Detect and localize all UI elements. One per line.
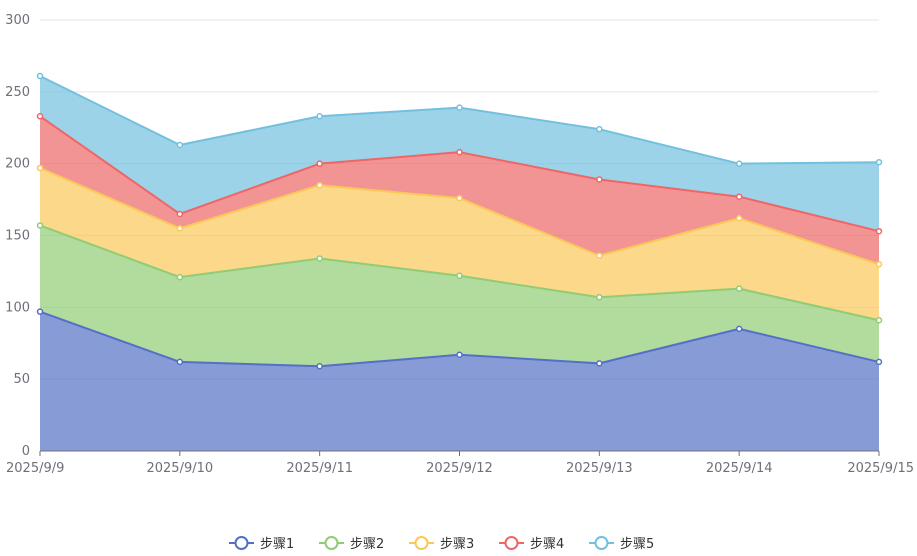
data-point-series-4[interactable] <box>875 227 883 235</box>
y-tick-label: 100 <box>5 300 30 315</box>
data-points <box>36 72 883 370</box>
data-point-series-2[interactable] <box>176 273 184 281</box>
legend-item-5[interactable]: 步骤5 <box>589 536 654 552</box>
data-point-series-2[interactable] <box>316 255 323 262</box>
data-point-series-5[interactable] <box>596 125 603 133</box>
legend-item-4[interactable]: 步骤4 <box>499 536 564 552</box>
legend-item-2[interactable]: 步骤2 <box>319 536 384 552</box>
x-tick-label: 2025/9/11 <box>286 461 353 476</box>
y-tick-label: 0 <box>22 444 30 459</box>
data-point-series-2[interactable] <box>456 272 463 279</box>
data-point-series-3[interactable] <box>176 225 184 232</box>
y-tick-label: 200 <box>5 157 30 172</box>
legend-label: 步骤5 <box>620 537 654 552</box>
x-tick-label: 2025/9/10 <box>146 461 213 476</box>
x-tick-label: 2025/9/9 <box>6 461 64 476</box>
data-point-series-4[interactable] <box>456 148 463 156</box>
x-tick-label: 2025/9/14 <box>706 461 773 476</box>
data-point-series-1[interactable] <box>735 325 743 333</box>
data-point-series-1[interactable] <box>456 351 463 358</box>
data-point-series-5[interactable] <box>176 141 184 149</box>
legend: 步骤1 步骤2 步骤3 步骤4 步骤5 <box>229 536 654 552</box>
data-point-series-3[interactable] <box>735 215 743 222</box>
legend-label: 步骤1 <box>260 537 294 552</box>
data-point-series-2[interactable] <box>875 317 883 324</box>
data-point-series-1[interactable] <box>36 308 44 315</box>
legend-circle-icon <box>594 536 609 550</box>
legend-item-1[interactable]: 步骤1 <box>229 536 294 552</box>
x-tick-label: 2025/9/12 <box>426 461 493 476</box>
data-point-series-3[interactable] <box>875 260 883 268</box>
axes: 0 50 100 150 200 250 300 2025/9/9 2025/9/10 2025/… <box>5 13 914 476</box>
data-point-series-3[interactable] <box>596 252 603 259</box>
y-tick-label: 150 <box>5 229 30 244</box>
data-point-series-3[interactable] <box>36 164 44 172</box>
legend-label: 步骤2 <box>350 537 384 552</box>
data-point-series-1[interactable] <box>176 358 184 366</box>
data-point-series-4[interactable] <box>316 160 323 167</box>
area-series-2 <box>40 225 879 367</box>
x-tick-label: 2025/9/15 <box>847 461 914 476</box>
legend-label: 步骤4 <box>530 537 564 552</box>
y-tick-label: 300 <box>5 13 30 28</box>
data-point-series-5[interactable] <box>36 72 44 80</box>
data-point-series-5[interactable] <box>875 158 883 166</box>
y-tick-label: 250 <box>5 85 30 100</box>
x-tick-label: 2025/9/13 <box>566 461 633 476</box>
data-point-series-5[interactable] <box>456 104 463 111</box>
data-point-series-3[interactable] <box>456 194 463 202</box>
data-point-series-5[interactable] <box>316 113 323 120</box>
legend-label: 步骤3 <box>440 537 474 552</box>
legend-circle-icon <box>504 536 519 550</box>
data-point-series-3[interactable] <box>316 181 323 189</box>
data-point-series-4[interactable] <box>176 210 184 218</box>
y-tick-label: 50 <box>13 372 30 387</box>
area-series-4 <box>40 116 879 265</box>
data-point-series-5[interactable] <box>735 160 743 167</box>
data-point-series-1[interactable] <box>875 358 883 366</box>
data-point-series-1[interactable] <box>596 360 603 367</box>
data-point-series-2[interactable] <box>735 285 743 292</box>
data-point-series-2[interactable] <box>596 294 603 301</box>
area-series-3 <box>40 167 879 321</box>
area-fills <box>40 76 879 451</box>
data-point-series-4[interactable] <box>735 193 743 200</box>
legend-circle-icon <box>234 536 249 550</box>
area-series-5 <box>40 76 879 232</box>
legend-circle-icon <box>324 536 339 550</box>
data-point-series-4[interactable] <box>36 113 44 120</box>
data-point-series-4[interactable] <box>596 176 603 183</box>
legend-circle-icon <box>414 536 429 550</box>
data-point-series-1[interactable] <box>316 362 323 370</box>
data-point-series-2[interactable] <box>36 222 44 229</box>
legend-item-3[interactable]: 步骤3 <box>409 536 474 552</box>
